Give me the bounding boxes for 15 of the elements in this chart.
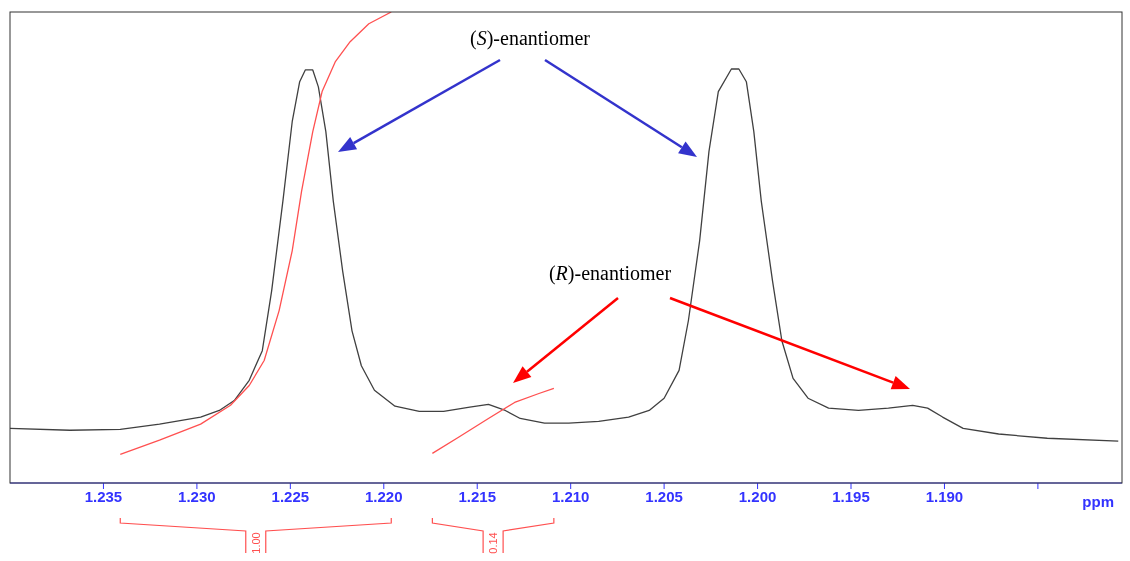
x-tick-label: 1.190: [925, 487, 964, 505]
annotation: (R)-enantiomer: [548, 262, 672, 285]
x-axis-title: ppm: [1082, 493, 1114, 510]
x-tick-label: 1.205: [645, 487, 683, 505]
x-tick-label: 1.200: [738, 487, 777, 505]
annotation: (S)-enantiomer: [470, 27, 591, 50]
x-tick-label: 1.220: [365, 487, 403, 505]
x-tick-label: 1.215: [458, 487, 496, 505]
x-tick-label: 1.210: [551, 487, 590, 505]
x-tick-label: 1.230: [178, 487, 216, 505]
x-tick-label: 1.225: [271, 487, 310, 505]
text: 0.14: [487, 532, 500, 554]
x-tick-label: 1.235: [84, 487, 123, 505]
text: 1.00: [249, 532, 262, 554]
x-tick-label: 1.195: [832, 487, 870, 505]
